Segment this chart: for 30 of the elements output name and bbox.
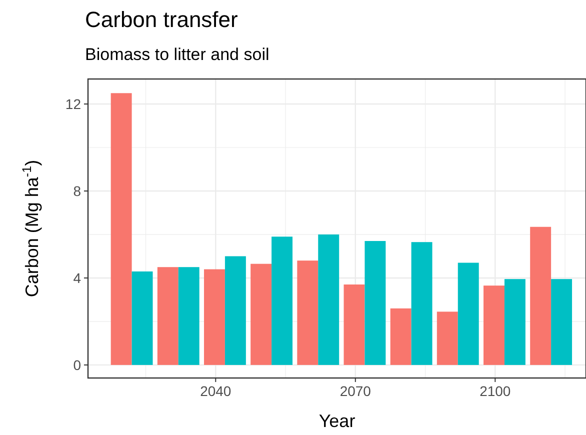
bar (157, 267, 178, 365)
x-tick-label: 2100 (480, 383, 511, 399)
x-axis-title: Year (318, 411, 356, 431)
y-tick-label: 0 (73, 356, 82, 373)
bar (411, 242, 432, 365)
bar (390, 308, 412, 365)
x-tick-label: 2040 (200, 383, 232, 399)
bar (178, 267, 200, 365)
bar (484, 286, 504, 365)
bar (364, 241, 386, 365)
bar (204, 269, 225, 365)
y-tick-label: 4 (73, 270, 82, 286)
bar (530, 226, 552, 365)
x-tick-label: 2070 (340, 383, 372, 399)
bar (551, 279, 572, 365)
bar (297, 260, 318, 365)
bar (436, 312, 458, 365)
bar (272, 236, 293, 365)
bar (250, 264, 272, 365)
bar (504, 279, 526, 365)
bar (110, 93, 132, 365)
y-tick-label: 12 (65, 96, 82, 112)
bar (132, 271, 153, 365)
bar (318, 234, 340, 365)
bar (344, 284, 365, 365)
y-tick-label: 8 (73, 182, 82, 199)
chart-title: Carbon transfer (85, 7, 238, 32)
chart-subtitle: Biomass to litter and soil (85, 45, 270, 64)
bar (458, 262, 479, 365)
bar (224, 256, 246, 365)
